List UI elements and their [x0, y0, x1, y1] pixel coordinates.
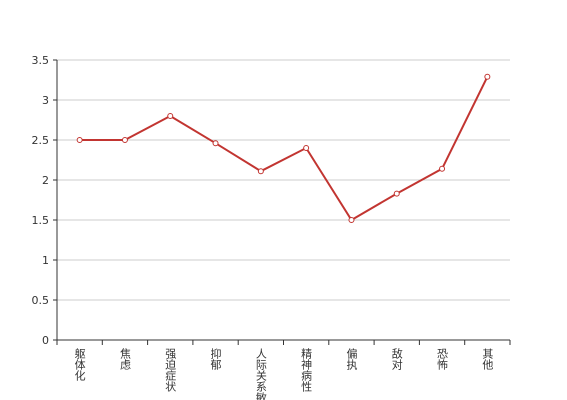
x-tick-label: 躯体化	[73, 348, 86, 382]
x-tick-label: 恐怖	[436, 348, 449, 370]
y-tick-label: 2	[42, 174, 49, 187]
x-tick-label: 其他	[481, 348, 494, 370]
x-tick-label: 偏执	[345, 347, 358, 371]
y-tick-label: 2.5	[32, 134, 50, 147]
y-tick-label: 3.5	[32, 54, 50, 67]
x-tick-label: 抑郁	[209, 347, 222, 370]
point	[257, 168, 264, 175]
x-tick-label: 强迫症状	[164, 348, 177, 392]
point	[439, 165, 446, 172]
x-tick-label: 人际关系敏感	[254, 348, 267, 400]
x-tick-label: 精神病性	[300, 348, 313, 393]
x-tick-label: 焦虑	[118, 348, 131, 370]
x-tick-label: 敌对	[390, 347, 403, 370]
point	[484, 73, 491, 80]
point	[167, 113, 174, 119]
y-tick-label: 0	[42, 334, 49, 347]
line	[79, 76, 489, 222]
y-tick-label: 1	[42, 254, 49, 267]
point	[393, 190, 400, 197]
y-tick-label: 3	[42, 94, 49, 107]
point	[303, 145, 310, 151]
point	[212, 140, 219, 147]
y-tick-label: 0.5	[32, 294, 50, 307]
point	[121, 137, 128, 143]
y-tick-label: 1.5	[32, 214, 50, 227]
point	[348, 217, 355, 223]
point	[76, 137, 83, 143]
